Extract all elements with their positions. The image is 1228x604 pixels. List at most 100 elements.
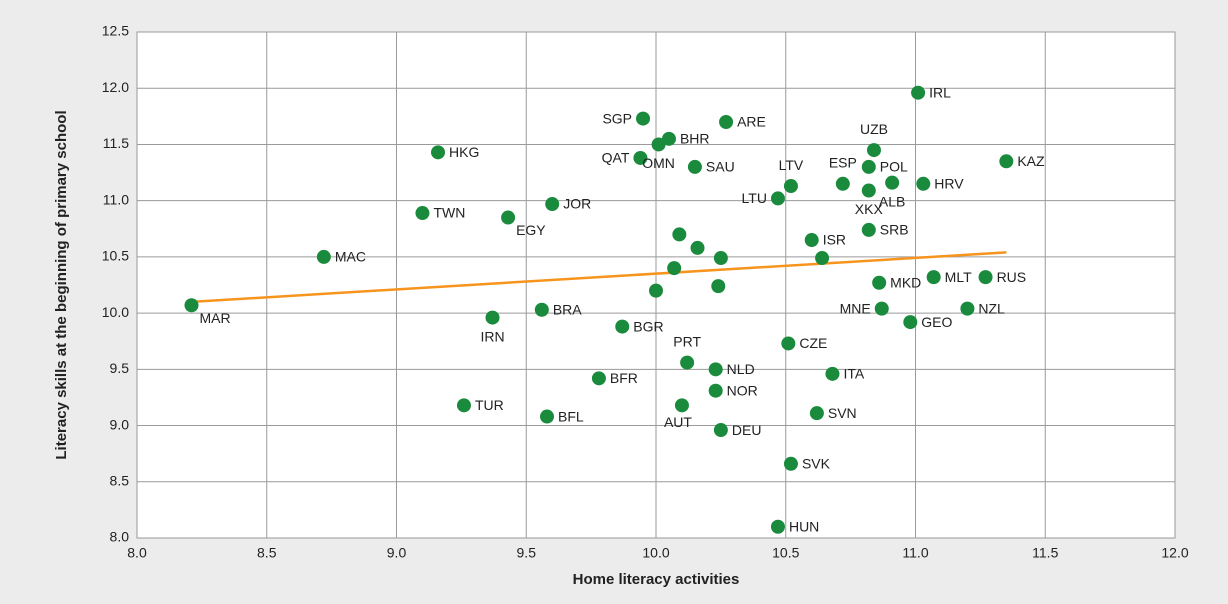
point <box>916 176 931 191</box>
point <box>615 319 630 334</box>
point <box>872 275 887 290</box>
x-tick-label: 11.0 <box>902 545 928 561</box>
point <box>783 179 798 194</box>
point-label: MLT <box>945 269 972 285</box>
point-label: PRT <box>673 333 701 349</box>
point <box>960 301 975 316</box>
point-label: HUN <box>789 518 819 534</box>
x-tick-label: 8.5 <box>257 545 277 561</box>
point <box>545 197 560 212</box>
x-tick-label: 11.5 <box>1032 545 1058 561</box>
point <box>903 315 918 330</box>
point-label: SGP <box>602 110 632 126</box>
point-label: UZB <box>860 121 888 137</box>
x-tick-label: 10.5 <box>772 545 799 561</box>
point-label: ISR <box>823 232 846 248</box>
point <box>874 301 889 316</box>
point <box>861 159 876 174</box>
point-label: BGR <box>633 318 663 334</box>
x-tick-label: 8.0 <box>127 545 147 561</box>
point <box>719 114 734 129</box>
point <box>674 398 689 413</box>
point <box>781 336 796 351</box>
point-label: NOR <box>727 382 758 398</box>
point-label: HRV <box>934 176 964 192</box>
plot-border <box>136 31 1176 539</box>
point-label: LTV <box>779 157 804 173</box>
y-tick-label: 8.5 <box>110 472 130 488</box>
point <box>456 398 471 413</box>
point <box>184 298 199 313</box>
point <box>713 423 728 438</box>
point <box>431 145 446 160</box>
point <box>649 283 663 298</box>
point-label: MAC <box>335 249 366 265</box>
point-label: KAZ <box>1017 153 1045 169</box>
point-label: ITA <box>843 366 864 382</box>
point <box>591 371 606 386</box>
point <box>815 251 830 266</box>
point <box>667 261 682 276</box>
x-tick-label: 12.0 <box>1161 545 1188 561</box>
point <box>861 222 876 237</box>
point <box>316 249 331 264</box>
point-label: DEU <box>732 422 762 438</box>
point <box>825 366 840 381</box>
point <box>690 240 705 255</box>
point <box>835 176 850 191</box>
point <box>680 355 695 370</box>
point-label: SAU <box>706 159 735 175</box>
point <box>804 233 819 248</box>
point-label: EGY <box>516 222 546 238</box>
y-tick-label: 11.0 <box>103 191 129 207</box>
x-tick-label: 9.0 <box>387 545 407 561</box>
point-label: ALB <box>879 193 905 209</box>
y-tick-label: 10.5 <box>102 248 129 264</box>
point-label: TWN <box>433 205 465 221</box>
point-label: GEO <box>921 314 952 330</box>
point-label: BFL <box>558 408 584 424</box>
point-label: SVN <box>828 405 857 421</box>
x-axis-title: Home literacy activities <box>573 571 740 588</box>
point-label: NZL <box>978 300 1005 316</box>
point-label: BFR <box>610 370 638 386</box>
point-label: SVK <box>802 455 831 471</box>
point-label: JOR <box>563 196 591 212</box>
point <box>485 310 500 325</box>
point <box>501 210 516 225</box>
point <box>651 137 666 152</box>
point <box>636 111 651 126</box>
point <box>711 279 726 294</box>
point-label: HKG <box>449 144 479 160</box>
point-label: MKD <box>890 274 921 290</box>
point <box>783 456 798 471</box>
x-tick-label: 9.5 <box>517 545 537 561</box>
point-label: POL <box>880 159 908 175</box>
y-tick-label: 9.5 <box>110 360 130 376</box>
point-label: ESP <box>829 155 857 171</box>
point <box>633 150 648 165</box>
point-label: SRB <box>880 222 909 238</box>
point <box>534 302 549 317</box>
point <box>885 175 900 190</box>
point <box>708 362 723 377</box>
point <box>661 131 676 146</box>
point <box>861 183 876 198</box>
point <box>866 143 881 158</box>
x-tick-label: 10.0 <box>642 545 669 561</box>
point <box>415 206 430 221</box>
point-label: AUT <box>664 414 692 430</box>
point <box>687 159 702 174</box>
point-label: MAR <box>199 310 230 326</box>
point-label: BHR <box>680 131 710 147</box>
point-label: TUR <box>475 397 504 413</box>
y-axis-title: Literacy skills at the beginning of prim… <box>53 110 70 459</box>
point <box>672 227 687 242</box>
point-label: XKX <box>855 201 884 217</box>
point-label: MNE <box>840 300 871 316</box>
point-label: NLD <box>727 361 755 377</box>
y-tick-label: 12.5 <box>102 23 129 39</box>
point-label: ARE <box>737 114 766 130</box>
y-tick-label: 11.5 <box>103 135 129 151</box>
